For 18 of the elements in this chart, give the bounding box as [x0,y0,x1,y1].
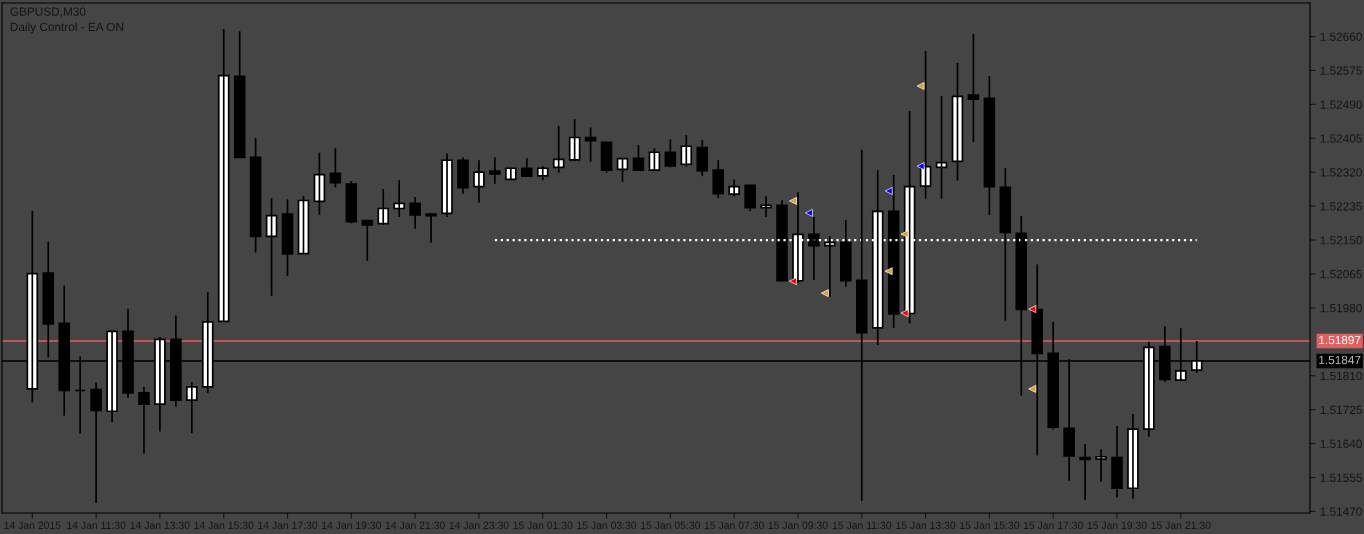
candlestick [425,212,437,244]
candlestick [648,147,661,172]
candlestick [632,144,645,172]
candlestick [1095,448,1107,483]
candlestick [521,157,533,178]
candlestick [664,138,677,169]
candlestick [760,195,772,218]
candlestick [536,165,549,182]
candlestick [393,179,405,218]
candlestick [505,167,517,181]
candlestick [409,196,421,230]
candlestick [967,33,980,143]
candlestick [457,156,469,195]
ref-line-label: 1.51897 [1319,335,1361,345]
ref-line-label: 1.51847 [1319,355,1361,365]
candlestick [584,126,597,163]
candlestick [489,156,501,185]
candlestick [712,159,724,199]
